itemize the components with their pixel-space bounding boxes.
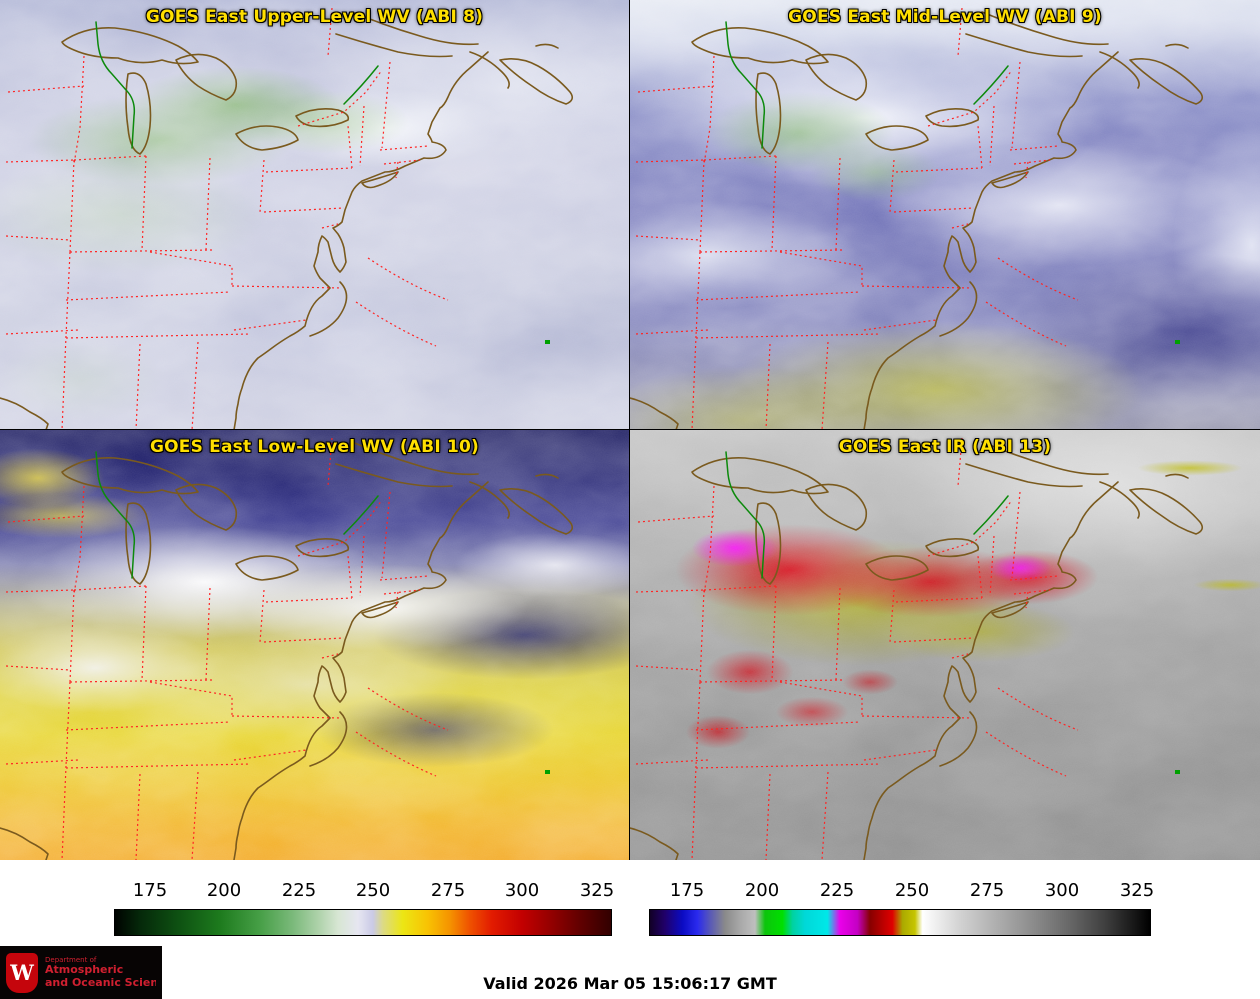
colorbar-tick: 200 [206,880,242,901]
logo-text: Department of Atmospheric and Oceanic Sc… [45,956,156,989]
colorbar-tick: 300 [504,880,540,901]
uw-aos-logo: W Department of Atmospheric and Oceanic … [0,946,162,999]
colorbar-tick: 250 [894,880,930,901]
cloud-texture [0,0,629,429]
colorbar-tick: 275 [430,880,466,901]
valid-time-text: Valid 2026 Mar 05 15:06:17 GMT [483,974,777,993]
crest-letter: W [10,960,34,985]
panel-title-abi13: GOES East IR (ABI 13) [838,437,1052,457]
panel-upper-level-wv: GOES East Upper-Level WV (ABI 8) [0,0,630,430]
logo-line2: and Oceanic Sciences [45,975,156,989]
wv-colorbar [114,909,612,936]
cloud-texture [0,430,629,860]
map-boundaries-overlay [630,437,1204,860]
logo-dept-line: Department of [45,955,97,964]
panel-ir: GOES East IR (ABI 13) [630,430,1260,860]
colorbar-tick: 325 [579,880,615,901]
colorbar-tick: 175 [669,880,705,901]
map-boundaries-overlay [0,7,574,429]
panel-title-abi8: GOES East Upper-Level WV (ABI 8) [145,7,484,27]
colorbar-tick: 175 [132,880,168,901]
cloud-texture [630,430,1260,860]
map-boundaries-overlay [630,7,1204,429]
ir-colorbar [649,909,1151,936]
panel-title-abi10: GOES East Low-Level WV (ABI 10) [149,437,479,457]
panel-title-abi9: GOES East Mid-Level WV (ABI 9) [788,7,1102,27]
map-boundaries-overlay [0,437,574,860]
colorbar-tick: 275 [969,880,1005,901]
uw-crest-icon: W [6,952,38,993]
colorbar-tick: 300 [1044,880,1080,901]
cloud-texture [630,0,1260,429]
satellite-quad-view: GOES East Upper-Level WV (ABI 8) GOES Ea… [0,0,1260,860]
legend-footer: 175 200 225 250 275 300 325 175 200 225 … [0,860,1260,999]
colorbar-tick: 225 [819,880,855,901]
colorbar-tick: 325 [1119,880,1155,901]
colorbar-tick: 250 [355,880,391,901]
logo-line1: Atmospheric [45,962,124,976]
colorbar-tick: 225 [281,880,317,901]
panel-mid-level-wv: GOES East Mid-Level WV (ABI 9) [630,0,1260,430]
colorbar-tick: 200 [744,880,780,901]
panel-low-level-wv: GOES East Low-Level WV (ABI 10) [0,430,630,860]
